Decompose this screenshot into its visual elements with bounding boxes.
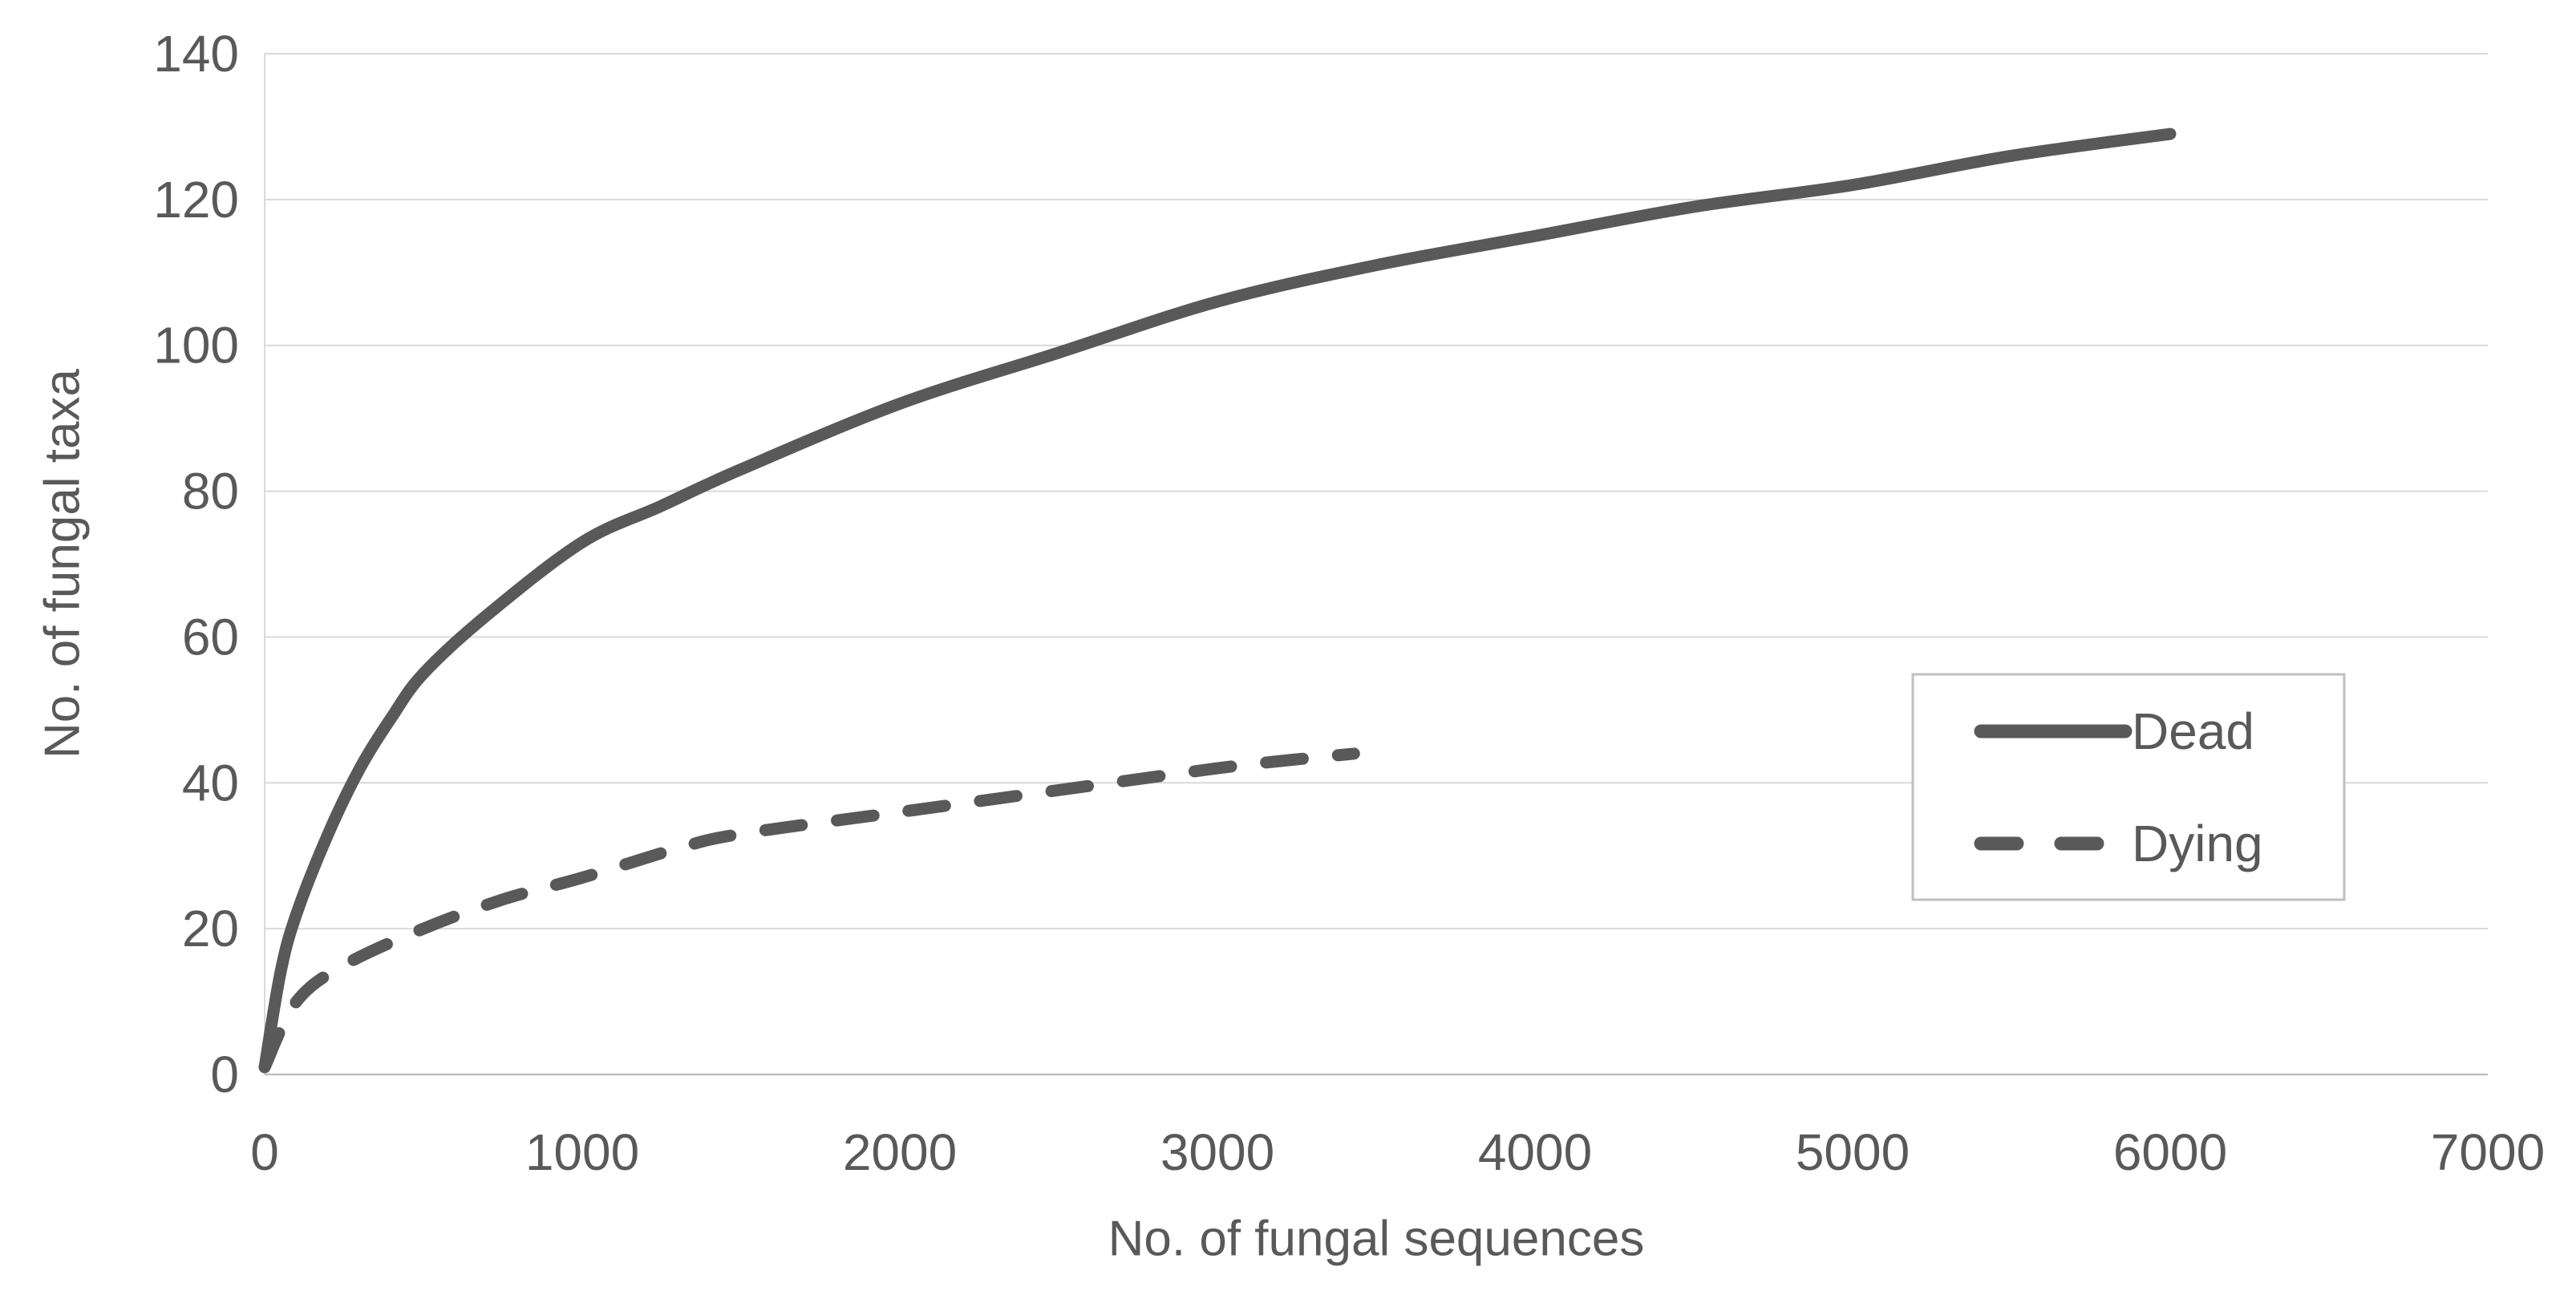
y-tick-label-0: 0 bbox=[210, 1046, 239, 1103]
y-tick-label-100: 100 bbox=[153, 317, 239, 374]
x-tick-label-0: 0 bbox=[250, 1123, 279, 1181]
axis-lines-layer bbox=[264, 54, 2488, 1076]
x-tick-label-2000: 2000 bbox=[843, 1123, 957, 1181]
curves-layer bbox=[258, 127, 2177, 1074]
x-tick-label-4000: 4000 bbox=[1478, 1123, 1592, 1181]
y-tick-label-80: 80 bbox=[182, 463, 239, 520]
x-axis-title: No. of fungal sequences bbox=[1108, 1212, 1645, 1267]
legend-label-dying: Dying bbox=[2132, 815, 2263, 872]
legend-item-dying: Dying bbox=[1974, 815, 2263, 872]
legend-box bbox=[1911, 673, 2346, 901]
y-tick-labels-layer: 0 20 40 60 80 100 120 140 bbox=[153, 25, 239, 1103]
x-tick-label-1000: 1000 bbox=[525, 1123, 639, 1181]
x-tick-labels-layer: 0 1000 2000 3000 4000 5000 6000 7000 bbox=[250, 1123, 2545, 1181]
y-tick-label-40: 40 bbox=[182, 754, 239, 811]
x-tick-label-3000: 3000 bbox=[1160, 1123, 1274, 1181]
y-axis-title: No. of fungal taxa bbox=[35, 368, 91, 758]
legend: Dead Dying bbox=[1911, 673, 2346, 901]
y-tick-label-20: 20 bbox=[182, 900, 239, 957]
y-tick-label-60: 60 bbox=[182, 608, 239, 666]
x-tick-label-5000: 5000 bbox=[1796, 1123, 1910, 1181]
x-tick-label-7000: 7000 bbox=[2431, 1123, 2545, 1181]
legend-item-dead: Dead bbox=[1974, 702, 2254, 760]
series-dead-curve bbox=[258, 127, 2177, 1074]
y-tick-label-140: 140 bbox=[153, 25, 239, 83]
gridlines-layer bbox=[265, 53, 2488, 930]
series-dying-curve bbox=[258, 747, 1360, 1074]
y-tick-label-120: 120 bbox=[153, 171, 239, 229]
x-tick-label-6000: 6000 bbox=[2113, 1123, 2227, 1181]
legend-label-dead: Dead bbox=[2132, 702, 2254, 760]
